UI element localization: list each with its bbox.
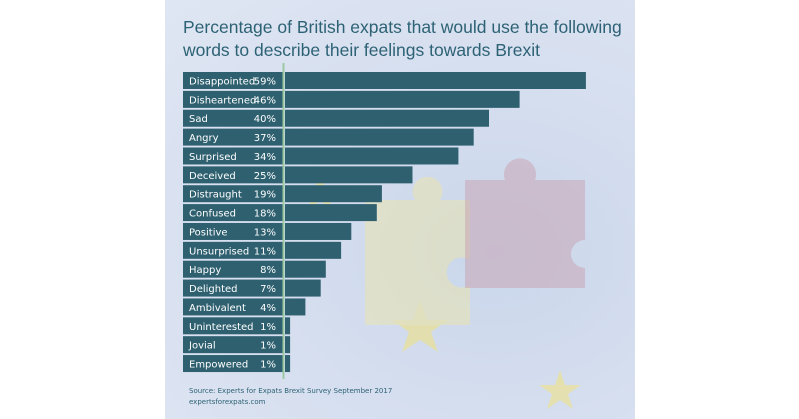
category-label-box <box>183 166 283 184</box>
bar <box>285 185 382 203</box>
category-label-box <box>183 147 283 165</box>
data-label: 1% <box>260 341 276 352</box>
data-label: 34% <box>254 152 276 163</box>
data-label: 18% <box>254 209 276 220</box>
data-label: 19% <box>254 190 276 201</box>
bar <box>285 279 321 297</box>
data-label: 13% <box>254 227 276 238</box>
chart-title: Percentage of British expats that would … <box>183 17 622 60</box>
category-label-box <box>183 72 283 89</box>
source-text: Source: Experts for Expats Brexit Survey… <box>189 387 393 395</box>
bar <box>285 298 306 316</box>
data-label: 8% <box>260 265 276 276</box>
category-label-box <box>183 128 283 146</box>
category-label: Angry <box>189 133 219 144</box>
union-jack-puzzle-icon <box>465 158 585 288</box>
category-label: Unsurprised <box>189 246 249 257</box>
bar <box>285 72 586 89</box>
background-decoration <box>301 158 585 409</box>
category-label-box <box>183 109 283 127</box>
category-label: Happy <box>189 265 221 276</box>
category-label: Ambivalent <box>189 303 246 314</box>
bar <box>285 90 520 108</box>
puzzle-piece-icon <box>365 176 470 325</box>
category-label-box <box>183 317 283 335</box>
data-label: 37% <box>254 133 276 144</box>
category-label: Delighted <box>189 284 238 295</box>
category-label: Disappointed <box>189 77 255 88</box>
category-label: Empowered <box>189 360 248 371</box>
bar <box>285 241 342 259</box>
category-label-box <box>183 185 283 203</box>
data-label: 1% <box>260 360 276 371</box>
data-label: 25% <box>254 171 276 182</box>
category-label-box <box>183 204 283 222</box>
bar <box>285 336 291 354</box>
bar <box>285 204 377 222</box>
category-label: Deceived <box>189 171 236 182</box>
bar <box>285 128 474 146</box>
bar <box>285 260 326 278</box>
bar <box>285 166 413 184</box>
category-label-box <box>183 298 283 316</box>
data-label: 59% <box>254 77 276 88</box>
category-label-box <box>183 279 283 297</box>
star-icon <box>392 300 448 352</box>
category-label-box <box>183 336 283 354</box>
category-label: Positive <box>189 227 228 238</box>
bar <box>285 109 489 127</box>
data-label: 7% <box>260 284 276 295</box>
data-label: 1% <box>260 322 276 333</box>
category-label-box <box>183 222 283 240</box>
category-label-box <box>183 260 283 278</box>
category-label: Uninterested <box>189 322 254 333</box>
category-label: Confused <box>189 209 236 220</box>
category-label: Disheartened <box>189 95 256 106</box>
data-label: 40% <box>254 114 276 125</box>
category-label: Jovial <box>188 341 216 352</box>
source-note: Source: Experts for Expats Brexit Survey… <box>189 386 392 408</box>
category-label: Surprised <box>189 152 237 163</box>
star-icon <box>539 370 581 409</box>
source-url: expertsforexpats.com <box>189 398 266 406</box>
bar <box>285 222 352 240</box>
bar <box>285 147 459 165</box>
bar <box>285 317 291 335</box>
data-label: 11% <box>254 246 276 257</box>
category-label-box <box>183 355 283 373</box>
category-label: Distraught <box>189 190 242 201</box>
data-label: 46% <box>254 95 276 106</box>
category-label: Sad <box>189 114 208 125</box>
category-label-box <box>183 241 283 259</box>
bar <box>285 355 291 373</box>
category-label-box <box>183 90 283 108</box>
data-label: 4% <box>260 303 276 314</box>
